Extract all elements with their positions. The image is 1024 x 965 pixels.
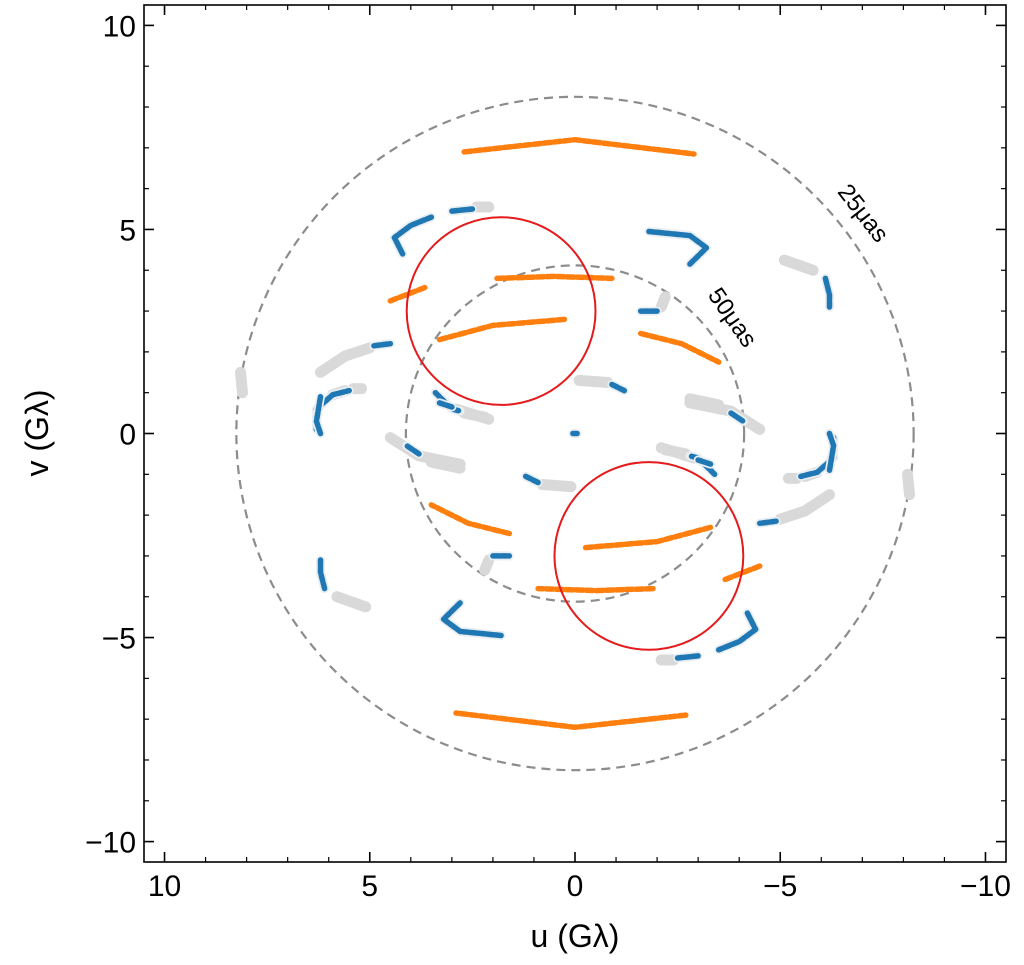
orange-track-0-0 [461,136,697,157]
reference-circle-label-0: 25μas [832,179,894,248]
highlight-circle-1 [553,461,745,651]
blue-track-6-0 [391,214,435,257]
gray-track-48-0 [479,554,495,576]
gray-track-14-0 [331,591,372,613]
orange-track-3-1 [428,502,513,537]
blue-track-6-1 [449,206,476,214]
orange-track-1-0 [453,710,689,731]
orange-track-2-0 [436,316,570,343]
x-tick-label: −5 [763,870,797,903]
blue-track-21-0 [756,518,779,527]
gray-track-42-0 [384,432,466,470]
blue-track-44-0 [826,430,837,473]
blue-track-13-0 [822,275,833,310]
reference-circle-1 [404,264,746,603]
orange-track-3-0 [580,524,714,551]
blue-track-8-1 [674,653,701,661]
gray-track-18-0 [315,342,376,378]
blue-track-37-0 [403,442,422,457]
orange-track-5-1 [535,585,656,594]
blue-track-35-0 [728,410,747,425]
x-tick-label: 10 [148,870,181,903]
blue-track-19-0 [371,340,394,349]
tracks-layer [235,136,915,731]
gray-track-12-0 [778,254,819,276]
gray-track-32-0 [536,479,577,493]
orange-track-2-1 [637,330,722,365]
blue-track-33-0 [522,473,541,486]
y-tick-label: 0 [119,419,136,452]
blue-track-39-0 [695,457,714,467]
x-tick-label: 5 [361,870,378,903]
blue-track-46-0 [313,394,324,437]
x-axis-label: u (Gλ) [531,918,620,954]
y-tick-label: −10 [85,827,136,860]
y-tick-label: 10 [103,10,136,43]
gray-track-20-0 [774,489,835,525]
blue-track-11-0 [440,600,504,639]
ticks-layer [144,5,1006,862]
y-axis-label: v (Gλ) [19,389,55,476]
blue-track-41-0 [436,400,455,410]
blue-track-10-0 [646,228,710,267]
y-tick-label: 5 [119,214,136,247]
highlight-layer [405,216,745,651]
blue-track-31-0 [609,381,628,394]
y-tick-label: −5 [102,623,136,656]
highlight-circle-0 [405,216,597,406]
x-tick-label: −10 [960,870,1011,903]
orange-track-4-1 [494,273,615,282]
gray-track-43-0 [684,397,766,435]
gray-track-17-0 [902,468,915,501]
reference-circle-0 [235,95,915,772]
x-tick-label: 0 [567,870,584,903]
gray-track-16-0 [235,366,248,399]
reference-circle-label-1: 50μas [702,283,762,352]
tick-labels: 10 5 0 −5 −10 10 5 0 −5 −10 [85,10,1011,903]
gray-track-30-0 [573,374,614,388]
gray-track-50-0 [655,291,671,313]
blue-track-8-0 [715,610,759,653]
blue-track-15-0 [317,557,328,592]
